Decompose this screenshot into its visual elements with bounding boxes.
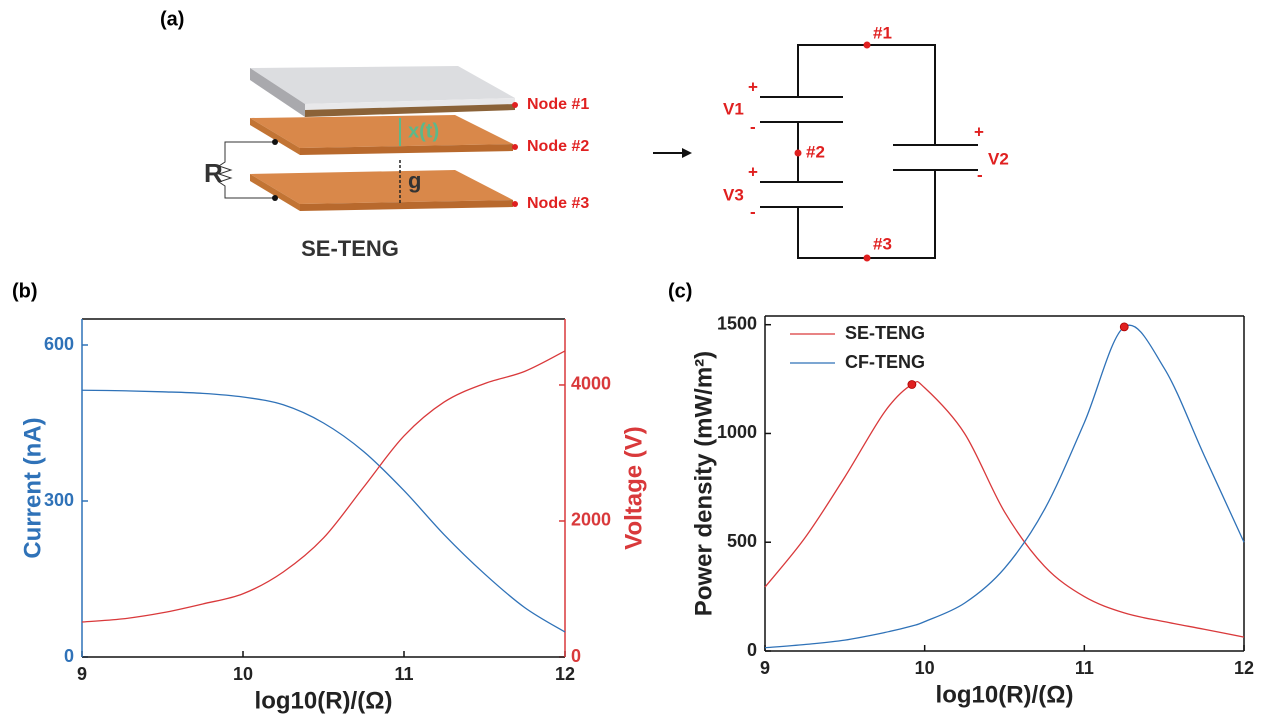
spacing-label: g <box>408 168 421 193</box>
y2-tick-label: 2000 <box>571 510 611 530</box>
y-axis-label: Power density (mW/m²) <box>690 351 717 616</box>
y-tick-label: 0 <box>747 640 757 660</box>
y-tick-label: 1000 <box>717 422 757 442</box>
y-tick-label: 500 <box>727 531 757 551</box>
y-axis-label: Current (nA) <box>19 417 46 558</box>
node-label: Node #2 <box>527 138 589 155</box>
figure: (a) R x(t) g Node #1 Node #2 Node #3 SE-… <box>0 0 1270 717</box>
y2-tick-label: 0 <box>571 646 581 666</box>
x-tick-label: 11 <box>1075 658 1094 678</box>
y-tick-label: 1500 <box>717 313 757 333</box>
plus-sign: + <box>748 77 758 96</box>
gap-label: x(t) <box>408 120 439 142</box>
arrowhead <box>682 148 692 158</box>
y2-tick-label: 4000 <box>571 374 611 394</box>
node-dot <box>512 201 518 207</box>
y-tick-label: 300 <box>44 490 74 510</box>
panel-label: (c) <box>668 280 692 302</box>
plus-sign: + <box>748 162 758 181</box>
capacitor-label: V2 <box>988 149 1009 168</box>
x-tick-label: 9 <box>77 664 87 684</box>
y-tick-label: 0 <box>64 646 74 666</box>
x-tick-label: 12 <box>555 664 575 684</box>
node-label: #2 <box>806 142 825 161</box>
resistor-label: R <box>204 158 223 188</box>
plus-sign: + <box>974 122 984 141</box>
x-tick-label: 9 <box>760 658 770 678</box>
device: R x(t) g Node #1 Node #2 Node #3 SE-TENG <box>204 66 589 261</box>
minus-sign: - <box>977 165 983 184</box>
legend-label: CF-TENG <box>845 352 925 372</box>
peak-marker <box>1120 323 1128 331</box>
wire <box>798 170 935 258</box>
capacitor-label: V1 <box>723 99 744 118</box>
legend-label: SE-TENG <box>845 323 925 343</box>
minus-sign: - <box>750 202 756 221</box>
contact <box>272 195 278 201</box>
x-tick-label: 10 <box>233 664 253 684</box>
node-label: Node #1 <box>527 96 589 113</box>
x-tick-label: 10 <box>915 658 935 678</box>
x-axis-label: log10(R)/(Ω) <box>936 681 1074 708</box>
wire <box>798 45 935 145</box>
panel-label: (b) <box>12 280 38 302</box>
minus-sign: - <box>750 117 756 136</box>
node-dot <box>864 42 871 49</box>
node-dot <box>512 102 518 108</box>
series-line <box>82 390 565 632</box>
node-label: #3 <box>873 234 892 253</box>
node-dot <box>864 255 871 262</box>
series-line <box>765 325 1244 648</box>
capacitor-label: V3 <box>723 185 744 204</box>
node-label: Node #3 <box>527 195 589 212</box>
series-line <box>765 382 1244 638</box>
x-tick-label: 12 <box>1234 658 1254 678</box>
y2-axis-label: Voltage (V) <box>620 426 647 550</box>
y-tick-label: 600 <box>44 334 74 354</box>
contact <box>272 139 278 145</box>
device-name: SE-TENG <box>301 236 399 261</box>
panel-label: (a) <box>160 8 184 30</box>
peak-marker <box>908 381 916 389</box>
node-dot <box>795 150 802 157</box>
node-label: #1 <box>873 23 892 42</box>
x-axis-label: log10(R)/(Ω) <box>255 687 393 714</box>
node-dot <box>512 144 518 150</box>
circuit <box>760 45 978 258</box>
x-tick-label: 11 <box>394 664 413 684</box>
